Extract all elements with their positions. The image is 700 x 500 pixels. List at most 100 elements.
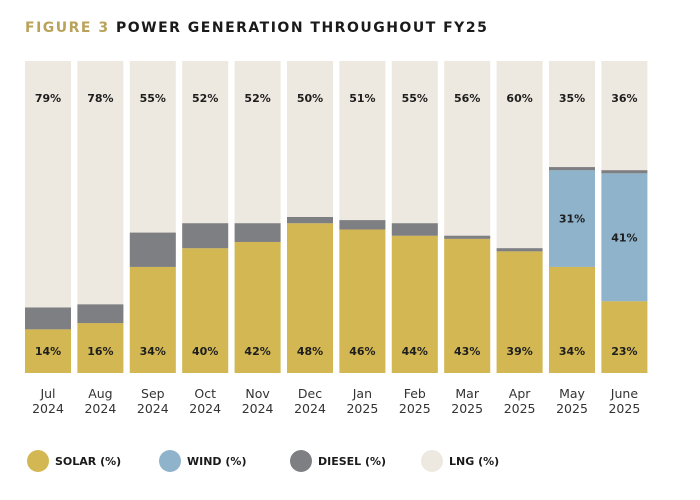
bar-segment-solar bbox=[391, 235, 438, 373]
data-label-lng: 79% bbox=[35, 92, 61, 105]
bar-segment-diesel bbox=[129, 232, 176, 267]
bar-feb-2025: 44% 55% bbox=[391, 61, 438, 373]
data-label-lng: 51% bbox=[349, 92, 375, 105]
legend-item-wind: WIND (%) bbox=[159, 450, 246, 472]
x-tick-year: 2025 bbox=[451, 401, 483, 416]
data-label-solar: 43% bbox=[454, 345, 480, 358]
x-tick-label: Jan 2025 bbox=[346, 386, 378, 416]
data-label-solar: 34% bbox=[140, 345, 166, 358]
legend: SOLAR (%) WIND (%) DIESEL (%) LNG (%) bbox=[27, 450, 499, 472]
bar-segment-diesel bbox=[549, 167, 595, 171]
x-tick-month: Jan bbox=[352, 386, 372, 401]
legend-label-solar: SOLAR (%) bbox=[55, 455, 121, 468]
x-tick-label: Aug 2024 bbox=[84, 386, 116, 416]
x-tick-label: Oct 2024 bbox=[189, 386, 221, 416]
legend-label-diesel: DIESEL (%) bbox=[318, 455, 386, 468]
bar-jan-2025: 46% 51% bbox=[339, 61, 386, 373]
x-tick-month: Mar bbox=[455, 386, 479, 401]
bar-segment-solar bbox=[234, 241, 281, 373]
data-label-solar: 46% bbox=[349, 345, 375, 358]
bar-segment-diesel bbox=[444, 235, 491, 239]
bar-may-2025: 34% 31% 35% bbox=[549, 61, 595, 373]
x-tick-month: Jul bbox=[39, 386, 55, 401]
x-tick-year: 2024 bbox=[242, 401, 274, 416]
data-label-lng: 52% bbox=[244, 92, 270, 105]
x-tick-year: 2024 bbox=[294, 401, 326, 416]
bar-segment-solar bbox=[549, 266, 595, 373]
x-tick-month: Sep bbox=[141, 386, 165, 401]
x-tick-year: 2024 bbox=[137, 401, 169, 416]
data-label-solar: 23% bbox=[611, 345, 637, 358]
x-tick-year: 2024 bbox=[32, 401, 64, 416]
chart-title: FIGURE 3 POWER GENERATION THROUGHOUT FY2… bbox=[25, 20, 488, 36]
bar-segment-solar bbox=[444, 238, 491, 373]
bar-nov-2024: 42% 52% bbox=[234, 61, 281, 373]
x-tick-label: Feb 2025 bbox=[399, 386, 431, 416]
x-tick-year: 2025 bbox=[504, 401, 536, 416]
data-label-wind: 41% bbox=[611, 231, 637, 244]
bar-segment-diesel bbox=[77, 304, 124, 324]
bar-segment-diesel bbox=[391, 223, 438, 236]
legend-swatch-lng bbox=[421, 450, 443, 472]
x-tick-label: June 2025 bbox=[608, 386, 640, 416]
data-label-solar: 34% bbox=[559, 345, 585, 358]
bar-segment-diesel bbox=[601, 170, 648, 174]
bar-dec-2024: 48% 50% bbox=[287, 61, 333, 373]
bar-apr-2025: 39% 60% bbox=[496, 61, 543, 373]
bars-group: 14% 79% 16% 78% 34% 55% 40% 52% 42% 52% 48% 50% 46% 5… bbox=[25, 61, 648, 373]
bar-segment-solar bbox=[339, 229, 386, 373]
bar-segment-wind bbox=[601, 173, 648, 302]
x-tick-label: Dec 2024 bbox=[294, 386, 326, 416]
x-tick-year: 2025 bbox=[346, 401, 378, 416]
bar-segment-diesel bbox=[287, 217, 333, 224]
data-label-solar: 39% bbox=[506, 345, 532, 358]
x-tick-year: 2024 bbox=[84, 401, 116, 416]
x-tick-year: 2024 bbox=[189, 401, 221, 416]
x-tick-month: May bbox=[559, 386, 585, 401]
figure-title: POWER GENERATION THROUGHOUT FY25 bbox=[115, 20, 489, 36]
data-label-solar: 44% bbox=[402, 345, 428, 358]
x-tick-label: Nov 2024 bbox=[242, 386, 274, 416]
bar-segment-solar bbox=[601, 301, 648, 373]
bar-segment-wind bbox=[549, 170, 595, 267]
bar-oct-2024: 40% 52% bbox=[182, 61, 229, 373]
data-label-solar: 14% bbox=[35, 345, 61, 358]
x-tick-label: Apr 2025 bbox=[504, 386, 536, 416]
bar-aug-2024: 16% 78% bbox=[77, 61, 124, 373]
x-tick-label: Jul 2024 bbox=[32, 386, 64, 416]
legend-item-diesel: DIESEL (%) bbox=[290, 450, 386, 472]
legend-swatch-wind bbox=[159, 450, 181, 472]
bar-segment-solar bbox=[287, 223, 333, 373]
bar-segment-diesel bbox=[25, 307, 71, 330]
data-label-lng: 35% bbox=[559, 92, 585, 105]
x-tick-year: 2025 bbox=[556, 401, 588, 416]
legend-swatch-solar bbox=[27, 450, 49, 472]
bar-segment-diesel bbox=[234, 223, 281, 242]
bar-segment-solar bbox=[77, 323, 124, 373]
legend-label-lng: LNG (%) bbox=[449, 455, 499, 468]
data-label-solar: 42% bbox=[244, 345, 270, 358]
x-tick-label: May 2025 bbox=[556, 386, 588, 416]
data-label-solar: 40% bbox=[192, 345, 218, 358]
bar-sep-2024: 34% 55% bbox=[129, 61, 176, 373]
legend-label-wind: WIND (%) bbox=[187, 455, 246, 468]
x-tick-month: Apr bbox=[509, 386, 531, 401]
data-label-lng: 56% bbox=[454, 92, 480, 105]
data-label-lng: 50% bbox=[297, 92, 323, 105]
x-tick-year: 2025 bbox=[608, 401, 640, 416]
x-tick-month: Dec bbox=[298, 386, 322, 401]
bar-segment-solar bbox=[496, 251, 543, 373]
bar-segment-diesel bbox=[182, 223, 229, 249]
x-tick-label: Sep 2024 bbox=[137, 386, 169, 416]
bar-segment-diesel bbox=[496, 248, 543, 252]
x-tick-month: Feb bbox=[404, 386, 426, 401]
data-label-lng: 60% bbox=[506, 92, 532, 105]
legend-item-solar: SOLAR (%) bbox=[27, 450, 121, 472]
x-tick-month: June bbox=[610, 386, 639, 401]
data-label-solar: 48% bbox=[297, 345, 323, 358]
legend-item-lng: LNG (%) bbox=[421, 450, 499, 472]
x-tick-month: Oct bbox=[194, 386, 216, 401]
bar-jul-2024: 14% 79% bbox=[25, 61, 71, 373]
